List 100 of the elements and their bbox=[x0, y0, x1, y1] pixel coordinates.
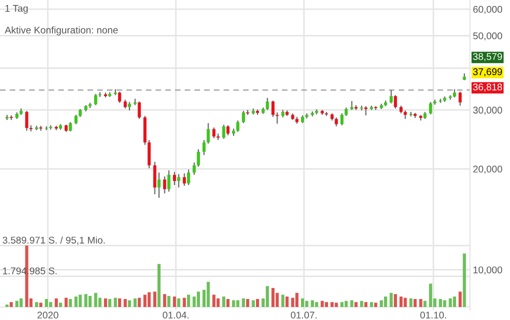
bar bbox=[295, 292, 298, 307]
candlestick bbox=[138, 100, 141, 120]
candlestick bbox=[148, 139, 151, 169]
bar bbox=[88, 296, 92, 307]
bar bbox=[44, 299, 48, 307]
bar bbox=[108, 299, 112, 307]
bar bbox=[236, 300, 240, 307]
bar bbox=[167, 296, 170, 307]
bar bbox=[232, 300, 236, 307]
candlestick bbox=[458, 91, 462, 106]
bar bbox=[409, 298, 412, 307]
bar bbox=[458, 292, 462, 307]
bar bbox=[68, 299, 72, 307]
bar bbox=[380, 300, 383, 307]
bar bbox=[354, 302, 358, 307]
y-tick-label: 50,000 bbox=[473, 32, 502, 40]
bar bbox=[78, 294, 82, 307]
bar bbox=[423, 300, 427, 307]
candlestick bbox=[153, 161, 156, 195]
bar bbox=[49, 302, 52, 307]
candlestick bbox=[118, 91, 122, 104]
ref-line-label: 3.589.971 S. / 95,1 Mio. bbox=[2, 236, 105, 245]
bar bbox=[128, 300, 132, 307]
bar bbox=[206, 282, 210, 307]
bar bbox=[305, 300, 308, 307]
bar bbox=[462, 254, 466, 307]
candlestick bbox=[10, 114, 13, 121]
bar bbox=[390, 292, 393, 307]
x-tick-label: 01.07. bbox=[290, 312, 317, 319]
bar bbox=[443, 300, 446, 307]
candlestick bbox=[340, 112, 344, 126]
bar bbox=[281, 294, 284, 307]
bar bbox=[429, 284, 432, 307]
bar bbox=[419, 299, 422, 307]
bar bbox=[330, 302, 334, 307]
annotation: 37,699 bbox=[473, 68, 502, 76]
candlestick bbox=[167, 170, 170, 192]
candlestick bbox=[182, 172, 186, 186]
bar bbox=[286, 296, 289, 307]
bar bbox=[300, 298, 304, 307]
bar bbox=[212, 294, 216, 307]
candlestick bbox=[429, 101, 432, 115]
bar bbox=[374, 302, 378, 307]
bar bbox=[246, 299, 250, 307]
x-tick-label: 01.04. bbox=[162, 312, 189, 319]
bar bbox=[315, 302, 318, 307]
bar bbox=[163, 294, 166, 307]
candlestick bbox=[222, 124, 226, 140]
candlestick bbox=[236, 120, 240, 132]
bar bbox=[256, 299, 260, 307]
bar bbox=[400, 296, 403, 307]
bar bbox=[334, 302, 338, 307]
chart-title: 1 Tag bbox=[5, 5, 28, 14]
bar bbox=[58, 302, 62, 307]
bar bbox=[10, 302, 13, 307]
candlestick bbox=[390, 89, 393, 104]
bar bbox=[324, 302, 328, 307]
candlestick bbox=[364, 106, 368, 116]
bar bbox=[344, 300, 348, 307]
bar bbox=[114, 298, 117, 307]
bar bbox=[39, 302, 42, 307]
y-tick-label: 20,000 bbox=[473, 166, 502, 174]
candlestick bbox=[94, 93, 98, 106]
candlestick bbox=[177, 174, 180, 188]
bar bbox=[310, 300, 314, 307]
bar bbox=[35, 302, 38, 307]
bar bbox=[452, 296, 456, 307]
bar bbox=[177, 298, 180, 307]
y-tick-label: 30,000 bbox=[473, 106, 502, 115]
text: Aktive Konfiguration: none bbox=[4, 26, 118, 36]
candlestick bbox=[350, 100, 354, 111]
bar bbox=[340, 302, 344, 307]
annotation: 38,579 bbox=[473, 53, 502, 62]
bar bbox=[216, 298, 220, 307]
bar bbox=[320, 300, 324, 307]
candlestick bbox=[25, 110, 28, 132]
candlestick bbox=[163, 176, 166, 194]
bar bbox=[148, 292, 151, 307]
candlestick bbox=[212, 126, 216, 139]
bar bbox=[242, 298, 245, 307]
bar bbox=[414, 299, 417, 307]
bar bbox=[364, 302, 368, 307]
candlestick bbox=[187, 169, 190, 186]
bar bbox=[74, 296, 78, 307]
y-tick-label: 10,000 bbox=[474, 266, 502, 274]
bar bbox=[182, 298, 186, 307]
bar bbox=[134, 298, 137, 307]
bar bbox=[94, 292, 98, 307]
bar bbox=[172, 296, 176, 307]
bar bbox=[157, 264, 161, 307]
bar bbox=[138, 298, 141, 307]
bar bbox=[196, 292, 200, 307]
candlestick bbox=[74, 114, 78, 125]
candlestick bbox=[202, 139, 206, 156]
bar bbox=[226, 299, 230, 307]
bar bbox=[370, 302, 374, 307]
bar bbox=[20, 298, 23, 307]
bar bbox=[404, 298, 407, 307]
bar bbox=[153, 292, 156, 307]
annotation: 36,818 bbox=[473, 84, 502, 92]
